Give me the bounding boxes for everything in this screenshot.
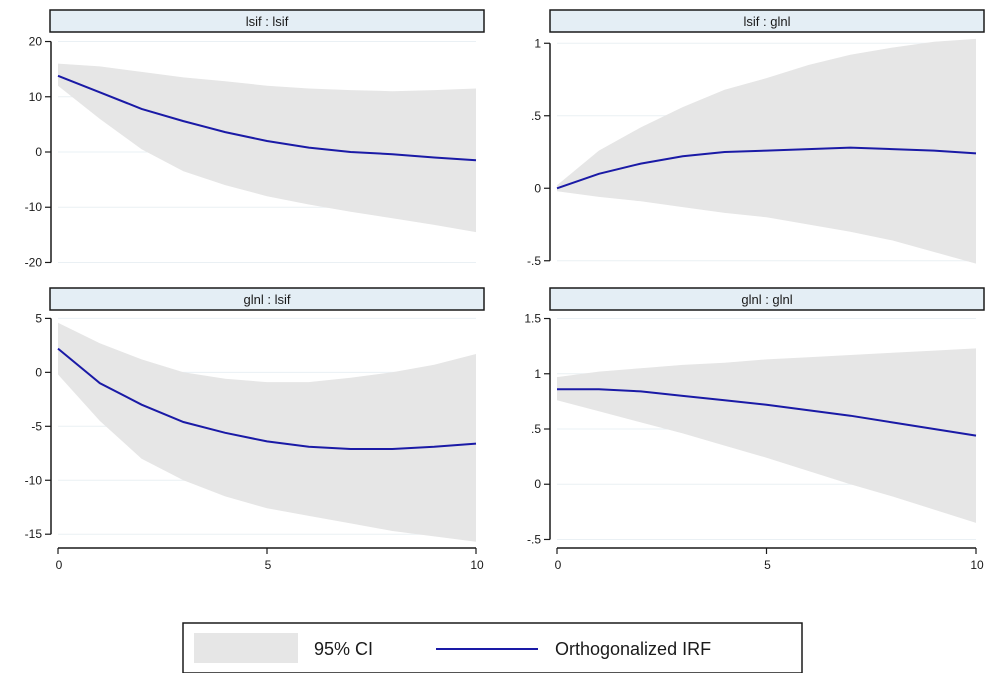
panel-2: glnl : lsif 5 0 -5 -10 -15 0 5 10 bbox=[25, 287, 485, 572]
panel-title: lsif : glnl bbox=[744, 14, 791, 29]
y-tick-label: -5 bbox=[31, 419, 42, 433]
y-tick-label: -10 bbox=[25, 200, 43, 214]
panel-title-box bbox=[49, 9, 485, 33]
irf-line bbox=[57, 347, 477, 450]
y-tick-label: 1.5 bbox=[524, 312, 541, 326]
legend-ci-swatch bbox=[194, 633, 298, 663]
y-tick-label: 5 bbox=[35, 311, 42, 325]
ci-band bbox=[557, 348, 976, 523]
legend-irf-label: Orthogonalized IRF bbox=[555, 639, 711, 659]
y-tick-label: 1 bbox=[534, 367, 541, 381]
x-tick-label: 0 bbox=[56, 558, 63, 572]
panel-title-box bbox=[549, 9, 985, 33]
x-tick-label: 10 bbox=[470, 558, 484, 572]
panel-0: lsif : lsif 20 10 0 -10 -20 bbox=[25, 9, 485, 269]
x-tick-label: 5 bbox=[764, 558, 771, 572]
panel-title: glnl : lsif bbox=[244, 292, 291, 307]
y-tick-label: 1 bbox=[534, 36, 541, 50]
y-tick-label: 0 bbox=[35, 145, 42, 159]
y-tick-label: .5 bbox=[531, 422, 541, 436]
y-tick-label: -.5 bbox=[527, 254, 541, 268]
x-tick-label: 10 bbox=[970, 558, 984, 572]
y-tick-label: -10 bbox=[25, 473, 43, 487]
y-tick-label: -20 bbox=[25, 255, 43, 269]
y-tick-label: 10 bbox=[29, 90, 43, 104]
y-tick-label: 0 bbox=[35, 365, 42, 379]
x-tick-label: 5 bbox=[265, 558, 272, 572]
y-tick-label: -.5 bbox=[527, 532, 541, 546]
panel-1: lsif : glnl 1 .5 0 -.5 bbox=[527, 9, 985, 268]
panel-title: lsif : lsif bbox=[246, 14, 289, 29]
ci-band bbox=[58, 322, 476, 542]
legend: 95% CI Orthogonalized IRF bbox=[182, 622, 803, 673]
irf-line bbox=[556, 146, 977, 190]
y-tick-label: 0 bbox=[534, 181, 541, 195]
panel-title: glnl : glnl bbox=[741, 292, 792, 307]
y-tick-label: 0 bbox=[534, 477, 541, 491]
panel-title-box bbox=[549, 287, 985, 311]
y-tick-label: .5 bbox=[531, 109, 541, 123]
panel-title-box bbox=[49, 287, 485, 311]
y-tick-label: 20 bbox=[29, 35, 43, 49]
irf-line bbox=[557, 388, 977, 437]
legend-ci-label: 95% CI bbox=[314, 639, 373, 659]
ci-band bbox=[58, 63, 476, 233]
irf-line bbox=[57, 74, 477, 162]
x-tick-label: 0 bbox=[555, 558, 562, 572]
y-tick-label: -15 bbox=[25, 527, 43, 541]
